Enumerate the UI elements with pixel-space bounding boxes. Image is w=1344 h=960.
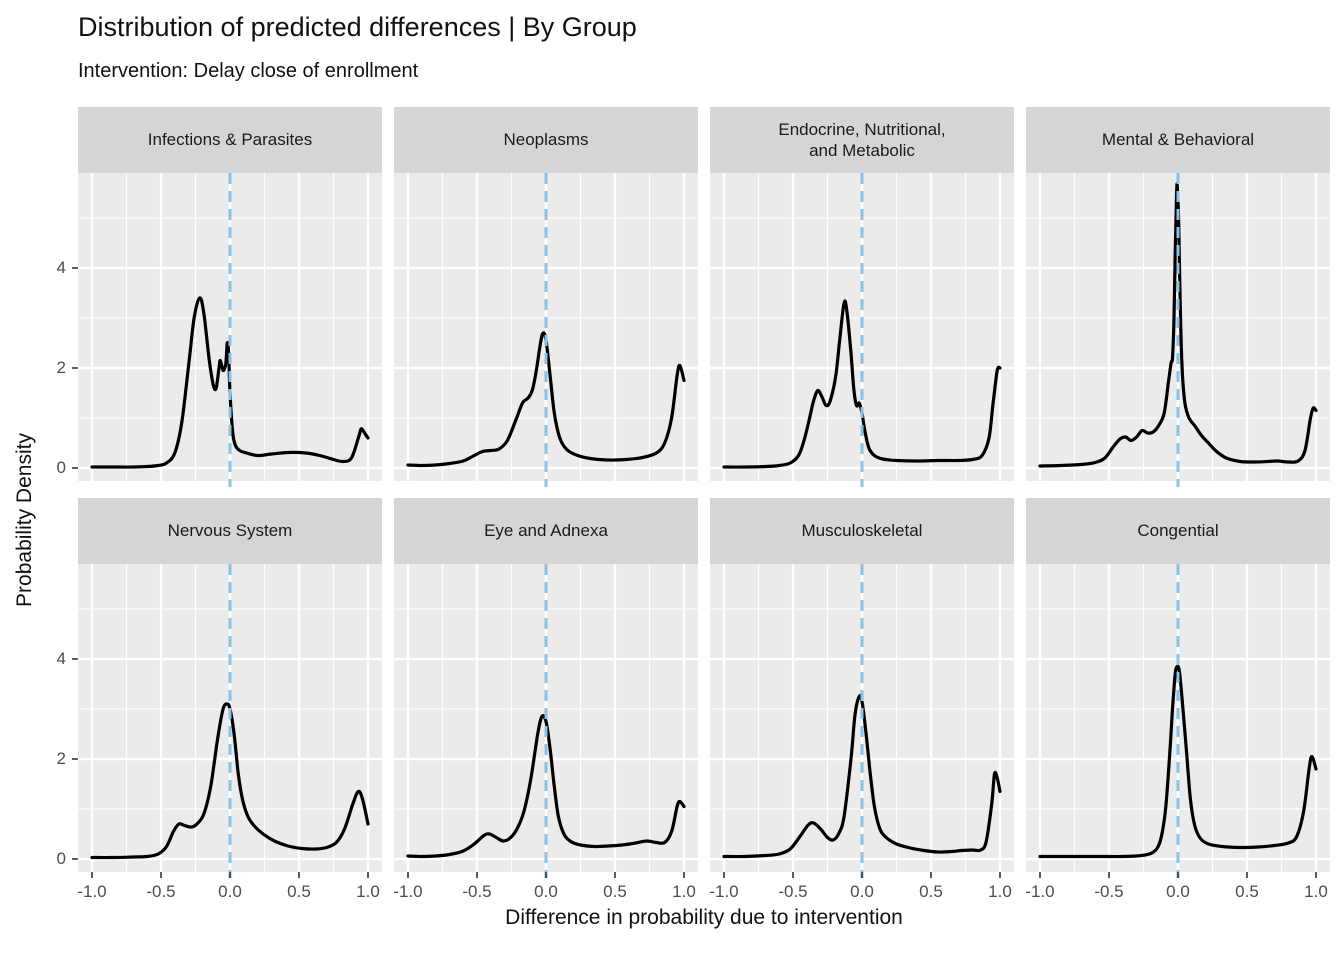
density-curve	[722, 299, 1002, 469]
y-tick-label: 2	[56, 749, 66, 768]
facet-strip: Neoplasms	[394, 107, 698, 173]
x-tick-label: -0.5	[778, 882, 808, 901]
x-tick-label: 0.5	[287, 882, 311, 901]
x-tick-label: -0.5	[1094, 882, 1124, 901]
facet-strip-label: Nervous System	[167, 521, 293, 541]
x-tick-label: 1.0	[1304, 882, 1328, 901]
facet-strip-label: Musculoskeletal	[801, 521, 923, 541]
x-tick-label: 0.5	[1235, 882, 1259, 901]
x-tick-label: 1.0	[988, 882, 1012, 901]
x-tick-label: -1.0	[393, 882, 423, 901]
facet-strip: Endocrine, Nutritional, and Metabolic	[710, 107, 1014, 173]
facet-strip: Eye and Adnexa	[394, 498, 698, 564]
x-tick-label: 0.5	[603, 882, 627, 901]
facet-strip: Infections & Parasites	[78, 107, 382, 173]
density-panel-svg	[710, 173, 1014, 487]
x-axis-title: Difference in probability due to interve…	[505, 906, 903, 929]
density-panel-svg	[72, 564, 382, 878]
x-tick-label: -0.5	[146, 882, 176, 901]
x-tick-label: -1.0	[709, 882, 739, 901]
x-tick-label: 0.0	[534, 882, 558, 901]
density-panel-svg	[394, 564, 698, 878]
facet-strip: Nervous System	[78, 498, 382, 564]
density-panel-svg	[72, 173, 382, 487]
x-tick-label: -1.0	[77, 882, 107, 901]
chart-title: Distribution of predicted differences | …	[78, 12, 637, 42]
y-tick-label: 4	[56, 649, 66, 668]
facet-strip-label: Eye and Adnexa	[484, 521, 608, 541]
x-tick-label: 1.0	[356, 882, 380, 901]
density-panel-svg	[710, 564, 1014, 878]
x-tick-label: -0.5	[462, 882, 492, 901]
x-tick-label: 0.5	[919, 882, 943, 901]
x-tick-label: 0.0	[218, 882, 242, 901]
y-tick-label: 4	[56, 258, 66, 277]
x-tick-label: 1.0	[672, 882, 696, 901]
density-curve	[90, 702, 370, 860]
facet-strip-label: Mental & Behavioral	[1101, 130, 1255, 150]
y-tick-label: 0	[56, 458, 66, 477]
density-curve	[1038, 664, 1318, 859]
density-curve	[406, 331, 686, 468]
facet-strip-label: Infections & Parasites	[147, 130, 313, 150]
facet-strip-label: Congential	[1137, 521, 1219, 541]
density-curve	[406, 714, 686, 859]
facet-strip: Musculoskeletal	[710, 498, 1014, 564]
x-tick-label: 0.0	[1166, 882, 1190, 901]
chart-subtitle: Intervention: Delay close of enrollment	[78, 60, 419, 82]
y-tick-label: 2	[56, 358, 66, 377]
density-panel-svg	[1026, 564, 1330, 878]
y-tick-label: 0	[56, 849, 66, 868]
facet-strip-label: Neoplasms	[503, 130, 589, 150]
x-tick-label: -1.0	[1025, 882, 1055, 901]
facet-strip: Mental & Behavioral	[1026, 107, 1330, 173]
density-curve	[722, 693, 1002, 859]
y-axis-title: Probability Density	[13, 433, 36, 607]
facet-strip-label: Endocrine, Nutritional, and Metabolic	[778, 119, 946, 160]
facet-strip: Congential	[1026, 498, 1330, 564]
density-curve	[90, 296, 370, 469]
x-tick-label: 0.0	[850, 882, 874, 901]
density-panel-svg	[394, 173, 698, 487]
density-panel-svg	[1026, 173, 1330, 487]
